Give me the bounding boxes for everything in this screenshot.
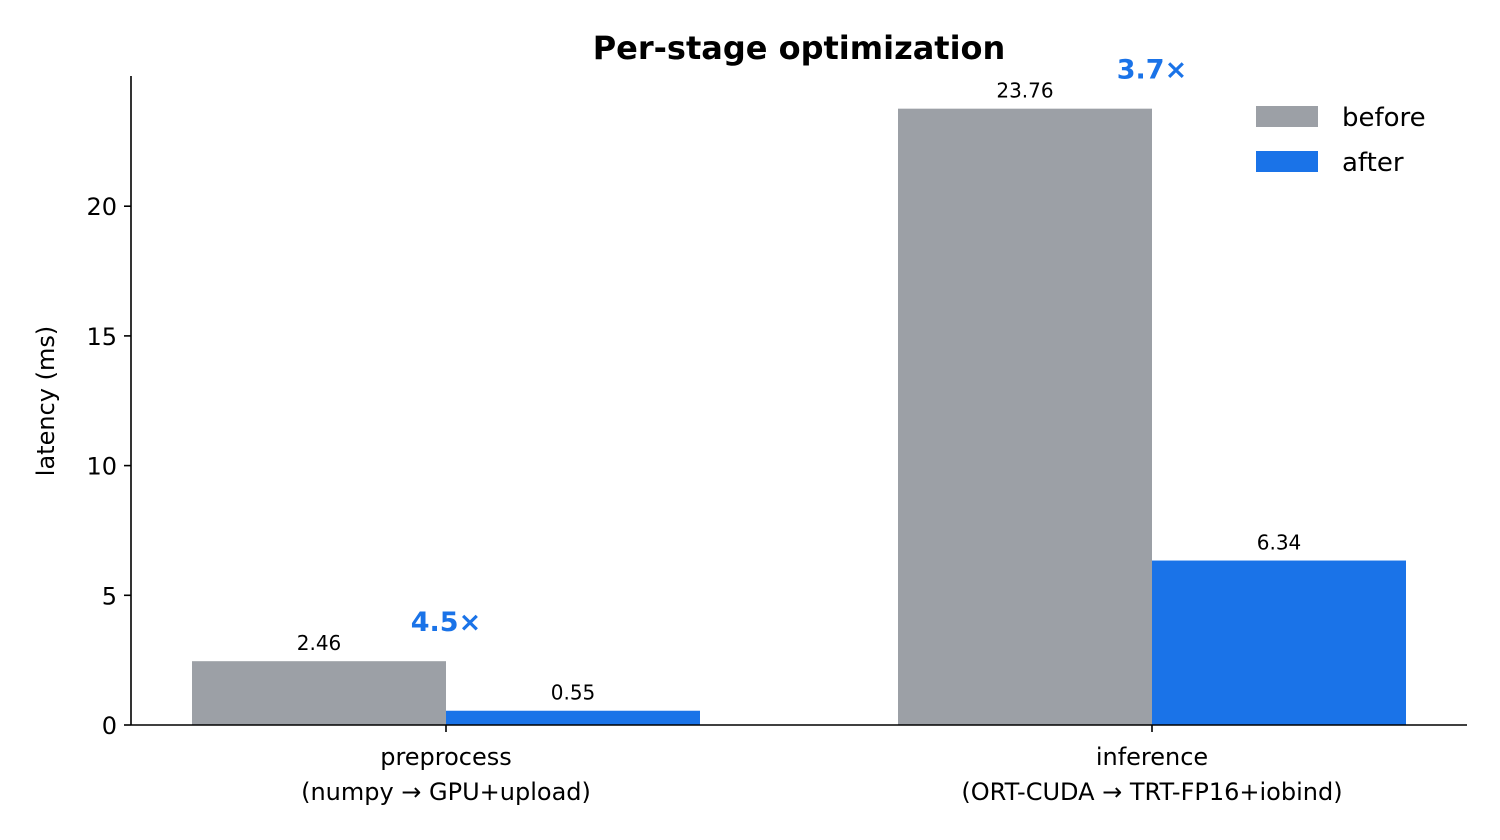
y-tick-label-1: 5 <box>102 582 117 610</box>
legend-swatch-before <box>1256 106 1318 127</box>
speedup-label-1: 3.7× <box>1117 55 1187 86</box>
x-tick-label-1: inference <box>1096 743 1208 771</box>
bar-before-1 <box>898 108 1152 726</box>
bar-after-1 <box>1152 560 1406 725</box>
x-tick-sublabel-0: (numpy → GPU+upload) <box>301 778 591 806</box>
bar-before-0 <box>192 661 446 725</box>
value-label-after-1: 6.34 <box>1257 531 1302 555</box>
value-labels-group: 2.46 23.76 0.55 6.34 <box>297 79 1302 705</box>
x-tick-label-0: preprocess <box>380 743 512 771</box>
x-tick-sublabel-1: (ORT-CUDA → TRT-FP16+iobind) <box>961 778 1342 806</box>
legend-label-before: before <box>1342 103 1426 133</box>
value-label-before-0: 2.46 <box>297 631 342 655</box>
bars-group <box>192 108 1406 726</box>
chart-title: Per-stage optimization <box>593 29 1006 67</box>
bar-after-0 <box>446 710 700 725</box>
y-tick-label-3: 15 <box>86 323 117 351</box>
y-tick-label-4: 20 <box>86 193 117 221</box>
legend: before after <box>1256 103 1426 178</box>
speedup-label-0: 4.5× <box>411 607 481 638</box>
y-axis-label: latency (ms) <box>32 326 60 476</box>
speedup-labels-group: 4.5× 3.7× <box>411 55 1187 639</box>
y-ticks-group: 0 5 10 15 20 <box>86 193 131 740</box>
value-label-before-1: 23.76 <box>996 79 1053 103</box>
value-label-after-0: 0.55 <box>551 681 596 705</box>
legend-swatch-after <box>1256 151 1318 172</box>
x-ticks-group: preprocess (numpy → GPU+upload) inference (… <box>301 725 1343 806</box>
y-tick-label-2: 10 <box>86 453 117 481</box>
legend-label-after: after <box>1342 148 1404 178</box>
y-tick-label-0: 0 <box>102 712 117 740</box>
